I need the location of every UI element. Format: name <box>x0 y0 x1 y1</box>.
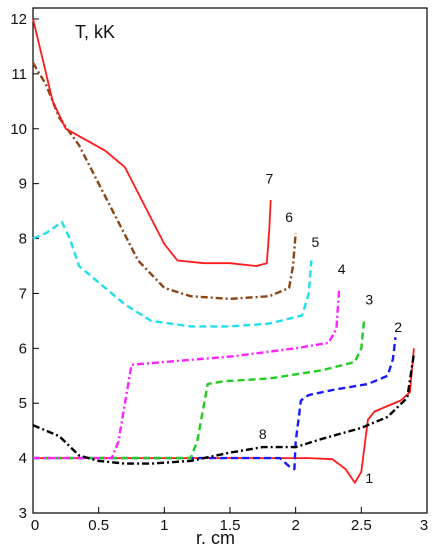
series-line-7 <box>32 18 272 267</box>
x-tick-label: 1.5 <box>220 517 241 534</box>
x-tick-label: 0.5 <box>88 517 109 534</box>
series-label-5: 5 <box>311 234 319 250</box>
series-line-4 <box>33 290 341 460</box>
y-tick-label: 10 <box>10 121 27 138</box>
y-tick-label: 7 <box>19 285 27 302</box>
y-axis-label: T, kK <box>75 22 115 42</box>
series-label-7: 7 <box>266 171 274 187</box>
series-labels: 1 2 3 4 5 6 7 8 <box>259 171 402 486</box>
series-lines <box>31 18 416 484</box>
series-line-5 <box>32 220 313 328</box>
x-axis-ticks: 0 0.5 1 1.5 2 2.5 3 <box>31 507 428 534</box>
series-line-6 <box>31 62 297 301</box>
series-label-2: 2 <box>394 319 402 335</box>
series-line-8 <box>32 353 416 465</box>
x-tick-label: 1 <box>160 517 168 534</box>
y-tick-label: 9 <box>19 176 27 193</box>
series-line-1 <box>33 348 415 484</box>
x-tick-label: 3 <box>420 517 428 534</box>
y-tick-label: 11 <box>11 66 27 83</box>
y-tick-label: 6 <box>19 340 27 357</box>
plot-frame <box>32 7 428 514</box>
y-axis-ticks: 3 4 5 6 7 8 9 10 11 12 <box>10 11 39 522</box>
x-tick-label: 2.5 <box>351 517 372 534</box>
y-tick-label: 4 <box>19 450 27 467</box>
x-tick-label: 2 <box>291 517 299 534</box>
y-tick-label: 5 <box>19 395 27 412</box>
series-line-3 <box>33 320 366 460</box>
y-tick-label: 3 <box>19 505 27 522</box>
y-tick-label: 12 <box>10 11 27 28</box>
x-tick-label: 0 <box>31 517 39 534</box>
series-label-1: 1 <box>365 470 373 486</box>
x-axis-label: r. cm <box>196 528 235 548</box>
series-line-2 <box>33 337 397 471</box>
series-label-8: 8 <box>259 426 267 442</box>
series-label-6: 6 <box>285 209 293 225</box>
series-label-3: 3 <box>365 291 373 307</box>
series-label-4: 4 <box>338 261 346 277</box>
y-tick-label: 8 <box>19 231 27 248</box>
